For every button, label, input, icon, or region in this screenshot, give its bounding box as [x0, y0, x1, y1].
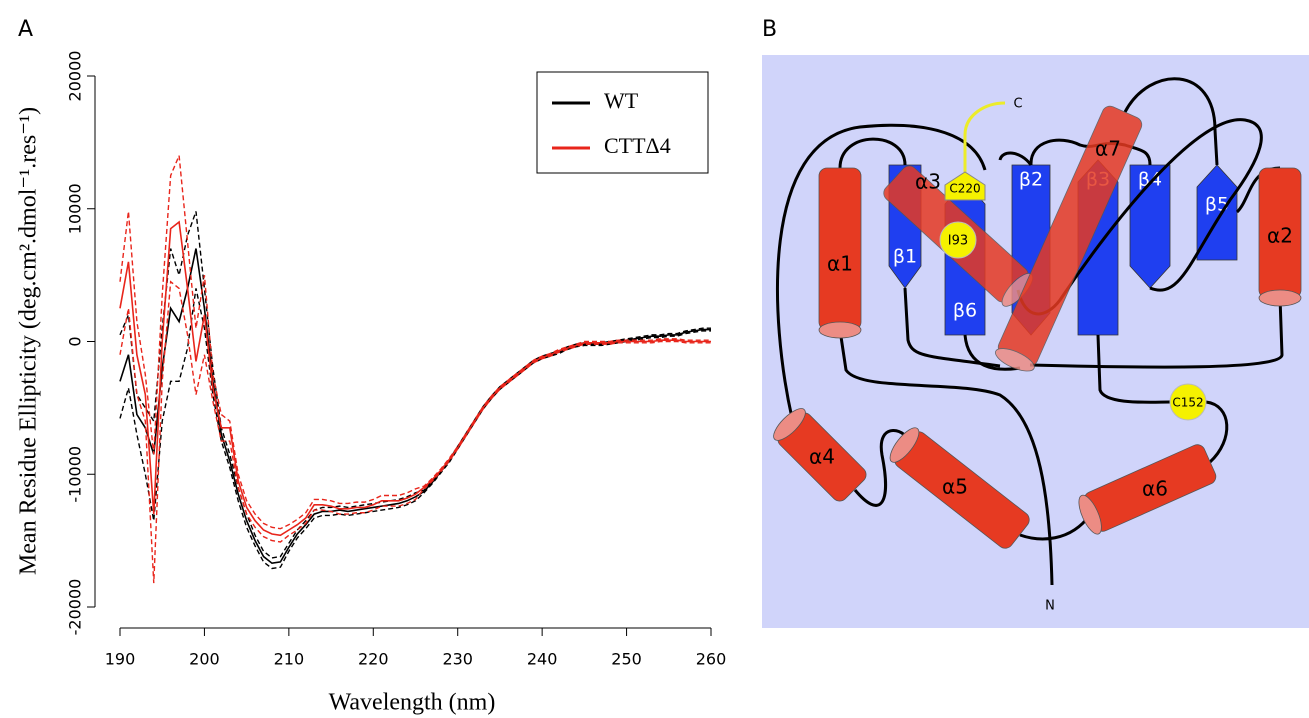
- helix-label: α6: [1142, 477, 1168, 501]
- loop: [998, 151, 1033, 166]
- helix-cap: [889, 427, 920, 463]
- residue-label: C220: [949, 182, 980, 196]
- y-tick-label: 0: [66, 336, 85, 346]
- y-tick-label: -10000: [66, 446, 85, 503]
- helix: [995, 105, 1143, 372]
- helix: [818, 167, 862, 339]
- x-tick-label: 220: [358, 650, 389, 669]
- helix-label: α7: [1095, 137, 1121, 161]
- helix-cap: [818, 321, 862, 339]
- legend-label: CTTΔ4: [604, 133, 671, 158]
- x-tick-label: 230: [442, 650, 473, 669]
- terminus-label: N: [1045, 599, 1055, 614]
- loop: [1019, 514, 1092, 541]
- loop: [1205, 400, 1229, 464]
- helix: [889, 427, 1030, 549]
- helix-label: α2: [1267, 224, 1293, 248]
- residues: C220 I93 C152 C N: [939, 97, 1207, 614]
- helix: [773, 408, 867, 502]
- bound-line: [119, 280, 711, 584]
- loop: [853, 429, 912, 507]
- series-line: [119, 248, 711, 565]
- panel-label: B: [762, 17, 777, 42]
- series-line: [119, 220, 711, 537]
- strand-label: β4: [1138, 169, 1162, 191]
- x-tick-label: 240: [527, 650, 558, 669]
- x-axis-label: Wavelength (nm): [329, 690, 496, 716]
- x-tick-label: 250: [611, 650, 642, 669]
- y-tick-label: 20000: [66, 51, 85, 102]
- y-tick-label: 10000: [66, 183, 85, 234]
- loop: [776, 123, 987, 419]
- c-tail: [963, 101, 1006, 172]
- helix: [1258, 167, 1302, 307]
- helix-label: α4: [809, 445, 835, 469]
- strand-label: β1: [893, 246, 917, 268]
- residue-marker: [944, 171, 986, 201]
- x-tick-label: 260: [696, 650, 727, 669]
- loop: [1123, 77, 1219, 166]
- strand-label: β2: [1019, 169, 1043, 191]
- legend-box: [536, 71, 709, 174]
- loop: [838, 329, 1054, 586]
- residue-label: I93: [948, 234, 968, 249]
- helix-cap: [1078, 494, 1102, 535]
- helix-label: α3: [915, 170, 941, 194]
- helix-cap: [773, 408, 806, 441]
- x-tick-label: 200: [189, 650, 220, 669]
- terminus-label: C: [1013, 97, 1022, 112]
- bound-line: [119, 155, 711, 530]
- panel-label: A: [18, 17, 33, 42]
- helix-label: α5: [942, 475, 968, 499]
- helix: [1078, 444, 1217, 535]
- helices: α1 α2 α3 α4 α5 α6 α7: [773, 105, 1302, 549]
- legend-label: WT: [604, 88, 639, 113]
- bound-line: [119, 211, 711, 559]
- loop: [963, 334, 1021, 371]
- y-axis-label: Mean Residue Ellipticity (deg.cm².dmol⁻¹…: [16, 107, 42, 575]
- loop: [838, 137, 907, 169]
- residue-marker: [939, 221, 977, 259]
- helix-cap: [995, 348, 1035, 372]
- strand-label: β6: [953, 300, 977, 322]
- loop: [1029, 296, 1284, 369]
- bound-line: [119, 288, 711, 570]
- loops: [776, 77, 1284, 586]
- helix-cap: [1258, 289, 1302, 307]
- residue-marker: [1169, 383, 1207, 421]
- loop: [1096, 334, 1171, 404]
- helix-label: α1: [827, 252, 853, 276]
- x-tick-label: 190: [105, 650, 136, 669]
- y-tick-label: -20000: [66, 579, 85, 636]
- helix-body: [818, 167, 862, 331]
- loop: [903, 287, 1001, 368]
- residue-label: C152: [1172, 396, 1203, 410]
- x-tick-label: 210: [274, 650, 305, 669]
